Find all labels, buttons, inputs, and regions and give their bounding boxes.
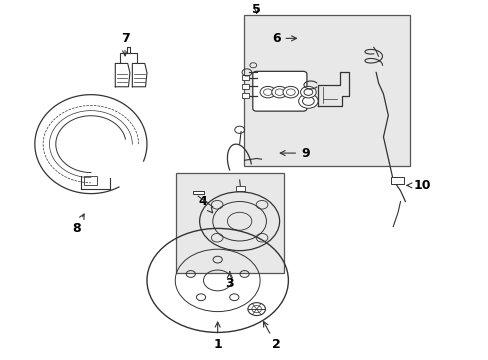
Text: 5: 5 [252,3,261,16]
Bar [242,93,249,98]
FancyBboxPatch shape [252,71,306,111]
Text: 3: 3 [225,272,234,291]
Circle shape [286,89,295,95]
Text: 2: 2 [263,321,280,351]
Circle shape [260,86,275,98]
Circle shape [275,89,284,95]
Text: 10: 10 [406,179,430,192]
Circle shape [263,89,272,95]
Text: 8: 8 [72,214,84,235]
Text: 1: 1 [213,322,222,351]
Text: 6: 6 [271,32,296,45]
Bar [193,191,203,194]
Bar [244,15,409,166]
Circle shape [298,94,318,108]
Text: 9: 9 [280,147,309,159]
Circle shape [304,89,312,95]
Circle shape [300,86,316,98]
Text: 4: 4 [198,195,212,213]
Bar [176,173,283,273]
Bar [242,84,249,89]
Bar [242,75,249,80]
Circle shape [283,86,298,98]
Circle shape [271,86,287,98]
Bar [236,186,244,191]
Text: 7: 7 [121,32,129,56]
Circle shape [302,97,314,105]
Bar [83,176,97,185]
Bar [390,177,404,184]
